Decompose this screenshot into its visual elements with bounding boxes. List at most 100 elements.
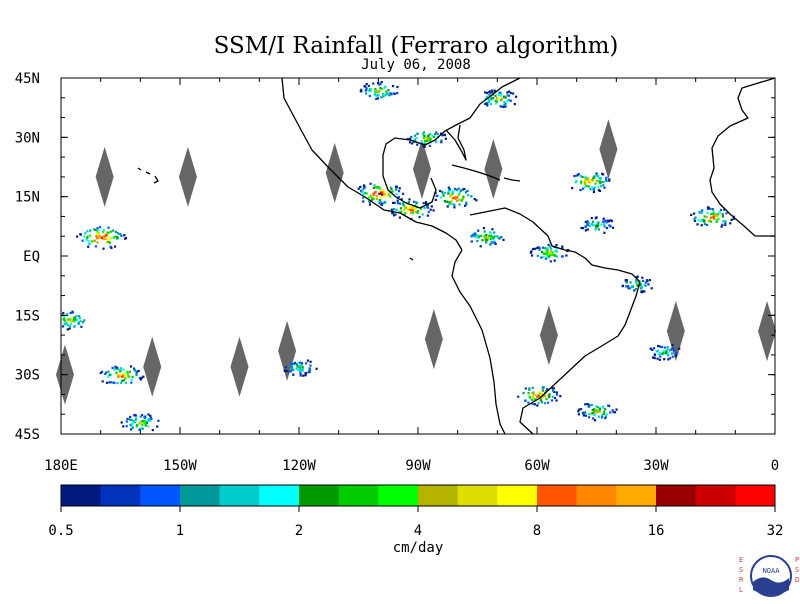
rain-cell xyxy=(527,392,530,395)
logo-letter: L xyxy=(739,586,743,594)
rain-cell xyxy=(302,374,305,377)
coastline-cuba xyxy=(451,164,501,181)
rain-cell xyxy=(116,236,119,240)
rain-cell xyxy=(491,236,494,239)
rain-cell xyxy=(129,415,132,419)
rain-cell xyxy=(531,386,534,389)
rain-cell xyxy=(363,192,366,195)
rain-cell xyxy=(76,318,79,321)
rain-cell xyxy=(648,279,651,282)
rain-cell xyxy=(411,209,415,212)
rain-cell xyxy=(116,232,119,235)
colorbar-tick-label: 32 xyxy=(767,523,784,539)
rain-cell xyxy=(78,317,81,320)
map-background xyxy=(61,78,775,434)
rain-cell xyxy=(483,235,486,238)
rain-cell xyxy=(598,177,601,180)
rain-cell xyxy=(378,199,382,202)
rain-cell xyxy=(443,191,447,194)
rain-cell xyxy=(498,237,501,240)
rain-cell xyxy=(108,236,111,239)
rain-cell xyxy=(524,387,527,390)
rain-cell xyxy=(373,93,376,96)
rain-cell xyxy=(304,374,307,377)
rain-cell xyxy=(286,370,289,373)
rain-cell xyxy=(707,206,710,209)
rain-cell xyxy=(443,133,446,136)
rain-cell xyxy=(494,102,497,105)
rain-cell xyxy=(395,188,398,191)
rain-cell xyxy=(306,359,309,362)
rain-cell xyxy=(477,236,480,239)
rain-cell xyxy=(86,230,89,233)
rain-cell xyxy=(416,143,419,146)
rain-cell xyxy=(593,176,596,179)
rain-cell xyxy=(544,247,547,250)
rain-cell xyxy=(70,319,73,322)
rain-cell xyxy=(561,247,564,250)
colorbar-cell xyxy=(656,485,696,506)
rain-cell xyxy=(422,136,425,139)
coastline-hawaii xyxy=(137,167,159,184)
rain-cell xyxy=(451,197,455,200)
rain-cell xyxy=(603,231,606,234)
rain-cell xyxy=(388,94,391,97)
rain-cell xyxy=(407,201,410,204)
rain-cell xyxy=(85,238,88,242)
rain-cell xyxy=(551,389,555,392)
rain-cell xyxy=(464,204,467,207)
rain-cell xyxy=(365,83,368,86)
rain-cell xyxy=(696,223,699,226)
rain-cell xyxy=(120,381,123,384)
rain-cell xyxy=(581,411,585,414)
rain-cell xyxy=(714,213,717,216)
rain-cell xyxy=(549,254,552,257)
rain-cell xyxy=(710,216,713,219)
rain-cell xyxy=(102,231,105,234)
rain-cell xyxy=(297,367,300,370)
rain-cell xyxy=(106,240,109,243)
rain-cell xyxy=(411,206,415,209)
rain-cell xyxy=(62,311,65,315)
rain-cell xyxy=(587,185,590,188)
rain-cell xyxy=(653,353,656,356)
rain-cell xyxy=(663,358,666,361)
rain-cell xyxy=(372,193,375,196)
rain-cell xyxy=(141,423,144,427)
rain-cell xyxy=(586,403,589,406)
rain-cell xyxy=(652,347,656,350)
rain-cell xyxy=(466,189,469,193)
rain-cell xyxy=(449,195,452,198)
rain-cell xyxy=(384,94,387,97)
rain-cell xyxy=(308,367,311,370)
rain-cell xyxy=(410,135,413,139)
rain-cell xyxy=(77,322,80,325)
rain-cell xyxy=(540,401,544,404)
rain-cell xyxy=(565,254,568,257)
rain-cell xyxy=(397,195,400,198)
rain-cell xyxy=(503,95,506,98)
rain-cell xyxy=(292,368,295,371)
rain-cell xyxy=(597,221,600,224)
rain-cell xyxy=(368,199,371,202)
rain-cell xyxy=(309,360,312,363)
rain-cell xyxy=(528,388,531,391)
rain-cell xyxy=(68,318,71,321)
rain-cell xyxy=(398,202,401,205)
rain-cell xyxy=(590,222,593,225)
no-data-swath xyxy=(412,138,431,199)
rain-cell xyxy=(584,179,587,182)
no-data-swath xyxy=(666,301,685,362)
rain-cell xyxy=(627,287,630,290)
rain-cell xyxy=(548,393,551,396)
rain-cell xyxy=(698,212,701,215)
rain-cell xyxy=(63,317,66,320)
rain-cell xyxy=(131,426,134,429)
rain-cell xyxy=(613,411,617,414)
rain-cell xyxy=(667,358,670,361)
rain-cell xyxy=(657,349,660,352)
rain-cell xyxy=(555,244,558,247)
rain-cell xyxy=(586,220,589,223)
rain-cell xyxy=(378,192,381,195)
